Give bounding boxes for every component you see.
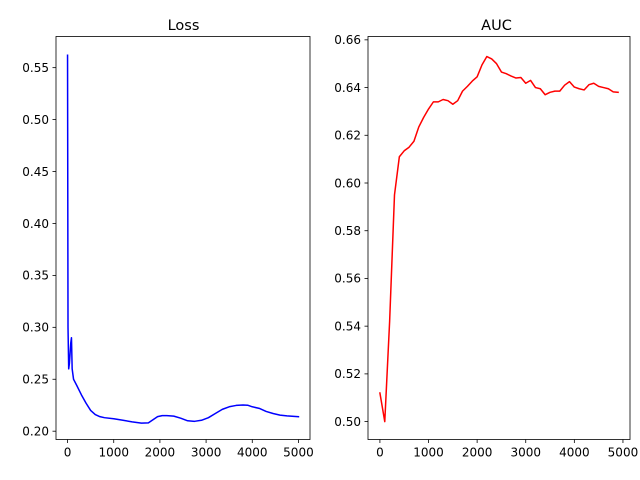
loss-x-tick-label: 0 [64,446,72,460]
auc-axes-frame [367,36,631,440]
loss-x-tick-label: 2000 [145,446,176,460]
auc-series-layer [379,55,619,423]
loss-x-ticks: 0 1000 2000 3000 4000 5000 [64,439,314,460]
loss-y-ticks: 0.20 0.25 0.30 0.35 0.40 0.45 0.50 0.55 [22,61,56,438]
loss-y-tick-label: 0.20 [22,424,49,438]
loss-y-tick-label: 0.40 [22,217,49,231]
auc-series-line-0 [379,55,619,423]
loss-x-tick-label: 3000 [191,446,222,460]
auc-x-tick-label: 4000 [559,446,590,460]
auc-x-ticks: 0 1000 2000 3000 4000 5000 [376,439,639,460]
auc-y-ticks: 0.50 0.52 0.54 0.56 0.58 0.60 0.62 0.64 0.66 [334,33,368,429]
auc-x-tick-label: 0 [376,446,384,460]
loss-y-tick-label: 0.55 [22,61,49,75]
loss-x-tick-label: 1000 [98,446,129,460]
loss-x-tick-label: 4000 [237,446,268,460]
auc-y-tick-label: 0.56 [334,272,361,286]
auc-y-tick-label: 0.52 [334,367,361,381]
auc-y-tick-label: 0.50 [334,415,361,429]
auc-y-tick-label: 0.64 [334,81,361,95]
auc-y-tick-label: 0.58 [334,224,361,238]
auc-x-tick-label: 2000 [462,446,493,460]
loss-subplot: Loss 0 1000 2000 3000 4000 5000 0.200.250.300… [22,18,313,460]
auc-y-tick-label: 0.54 [334,319,361,333]
loss-series-layer [66,54,300,424]
loss-y-tick-label: 0.45 [22,165,49,179]
loss-x-tick-label: 5000 [283,446,314,460]
auc-x-tick-label: 5000 [608,446,639,460]
auc-x-tick-label: 3000 [510,446,541,460]
auc-y-tick-label: 0.60 [334,176,361,190]
auc-x-tick-label: 1000 [413,446,444,460]
auc-y-tick-label: 0.62 [334,129,361,143]
loss-series-line-0 [66,54,300,424]
loss-y-tick-label: 0.25 [22,373,49,387]
auc-y-tick-label: 0.66 [334,33,361,47]
loss-y-tick-label: 0.50 [22,113,49,127]
auc-subplot: AUC 0 1000 2000 3000 4000 5000 0.500.520.540.… [334,18,638,460]
loss-title: Loss [168,18,200,34]
auc-title: AUC [481,18,512,34]
loss-axes-frame [55,36,311,440]
loss-y-tick-label: 0.35 [22,269,49,283]
loss-y-tick-label: 0.30 [22,321,49,335]
